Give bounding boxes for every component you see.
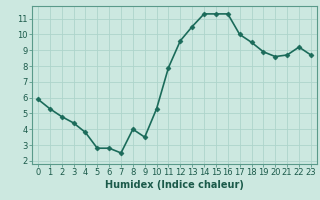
- X-axis label: Humidex (Indice chaleur): Humidex (Indice chaleur): [105, 180, 244, 190]
